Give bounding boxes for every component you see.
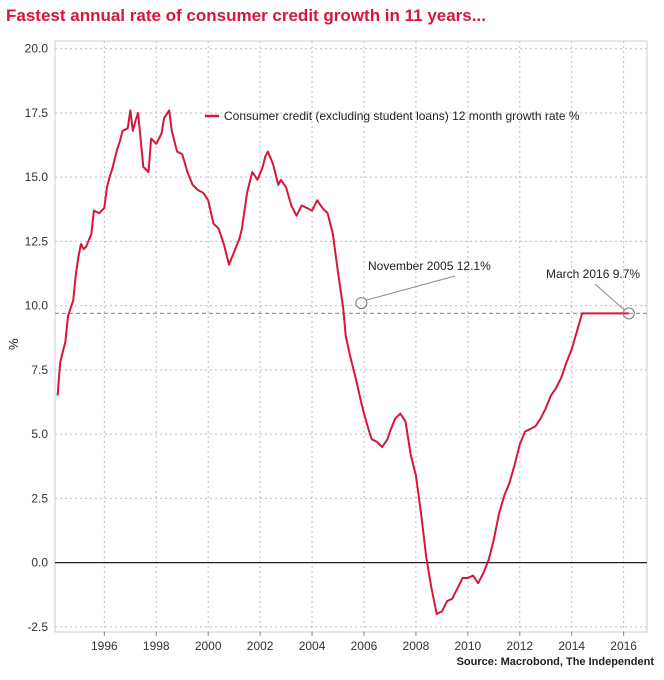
x-tick-label: 2000 <box>195 639 222 653</box>
annotation-leader <box>594 283 626 311</box>
y-tick-label: 2.5 <box>31 491 48 505</box>
series-line <box>56 109 629 615</box>
plot-frame <box>54 40 648 633</box>
x-tick-label: 2008 <box>403 639 430 653</box>
annotation-label: March 2016 9.7% <box>546 267 640 281</box>
y-tick-label: 5.0 <box>31 427 48 441</box>
y-tick-label: 7.5 <box>31 363 48 377</box>
legend: Consumer credit (excluding student loans… <box>205 109 580 123</box>
x-tick-label: 1998 <box>143 639 170 653</box>
annotation-marker <box>355 297 368 310</box>
y-axis-label: % <box>6 338 21 350</box>
legend-label: Consumer credit (excluding student loans… <box>224 109 580 123</box>
axis-layer: 20.0 17.5 15.0 12.5 10.0 7.5 5.0 2.5 0.0 -2.5 1996… <box>6 42 647 653</box>
y-tick-label: 10.0 <box>25 299 49 313</box>
annotation-layer: November 2005 12.1% March 2016 9.7% <box>355 259 640 320</box>
y-tick-label: 20.0 <box>25 42 49 56</box>
y-tick-label: 12.5 <box>25 234 49 248</box>
chart-title: Fastest annual rate of consumer credit g… <box>6 6 486 25</box>
grid-layer <box>54 40 648 633</box>
x-tick-label: 2010 <box>454 639 481 653</box>
annotation-label: November 2005 12.1% <box>368 259 491 273</box>
x-tick-label: 2012 <box>506 639 533 653</box>
x-tick-label: 2004 <box>299 639 326 653</box>
annotation-marker <box>622 307 635 320</box>
annotation-leader <box>366 275 456 301</box>
source-note: Source: Macrobond, The Independent <box>456 656 654 668</box>
x-tick-label: 2002 <box>247 639 274 653</box>
x-tick-label: 2006 <box>351 639 378 653</box>
series-layer <box>56 109 629 615</box>
y-tick-label: 0.0 <box>31 556 48 570</box>
y-tick-label: 17.5 <box>25 106 49 120</box>
x-tick-label: 2014 <box>558 639 585 653</box>
y-tick-label: 15.0 <box>25 170 49 184</box>
y-tick-label: -2.5 <box>27 620 48 634</box>
x-tick-label: 1996 <box>91 639 118 653</box>
x-tick-label: 2016 <box>610 639 637 653</box>
